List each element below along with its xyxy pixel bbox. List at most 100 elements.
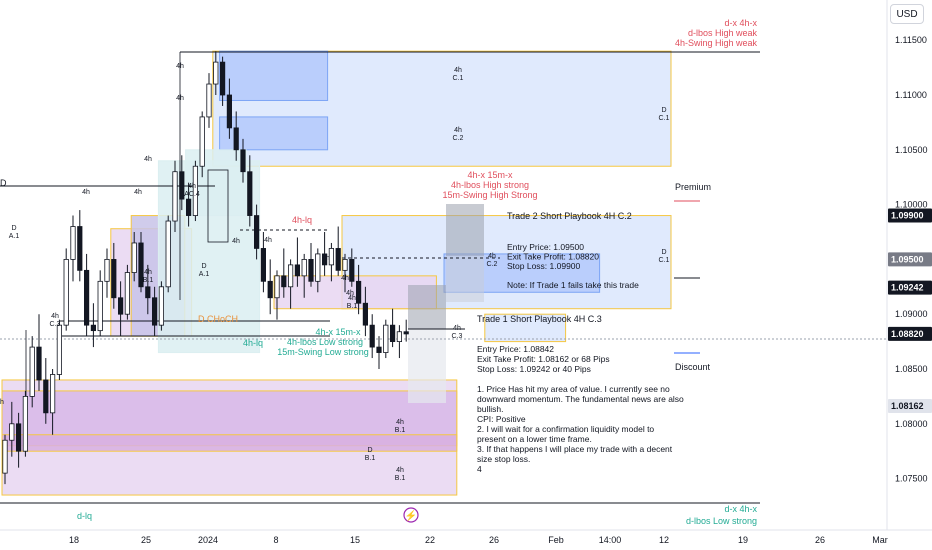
price-tag-label: 1.09500	[891, 254, 924, 264]
y-tick-label: 1.10000	[895, 200, 928, 210]
small-label: 4h	[176, 63, 184, 70]
zone-label: D	[11, 225, 16, 232]
candle-body	[403, 331, 409, 335]
price-tag-label: 1.09900	[891, 211, 924, 221]
zone-label: C.1	[453, 75, 464, 82]
price-tag-label: 1.08820	[891, 329, 924, 339]
zone-label: B.1	[365, 455, 376, 462]
trade1-line: 2. I will wait for a confirmation liquid…	[477, 424, 654, 434]
x-tick-label: 8	[273, 535, 278, 545]
candles-layer	[2, 51, 409, 485]
candle-body	[369, 324, 375, 348]
annotation-text: 4h-lq	[243, 338, 263, 348]
zone-label: 4h	[396, 467, 404, 474]
candle-body	[199, 116, 205, 167]
candle-body	[43, 379, 49, 414]
candle-body	[84, 269, 90, 326]
order-block-zone	[484, 313, 567, 343]
x-tick-label: Feb	[548, 535, 564, 545]
lightning-icon[interactable]	[403, 507, 419, 523]
candle-body	[213, 61, 219, 85]
small-label: 4h	[134, 189, 142, 196]
zones-layer	[1, 50, 672, 496]
candle-body	[267, 280, 273, 299]
x-tick-label: 12	[659, 535, 669, 545]
trade1-line: Stop Loss: 1.09242 or 40 Pips	[477, 364, 591, 374]
candle-body	[2, 439, 8, 474]
candle-body	[349, 258, 355, 282]
trade2-title: Trade 2 Short Playbook 4H C.2	[507, 211, 632, 221]
trade1-line: Exit Take Profit: 1.08162 or 68 Pips	[477, 354, 610, 364]
zone-label: 4h	[454, 127, 462, 134]
trade1-line: size stop loss.	[477, 454, 530, 464]
annotation-text: 4h-lbos Low strong	[287, 337, 363, 347]
candle-body	[206, 83, 212, 118]
zone-label: C.2	[453, 135, 464, 142]
zone-label: 4h	[488, 253, 496, 260]
candle-body	[90, 324, 96, 332]
zone-label: A.1	[199, 271, 210, 278]
candle-body	[124, 272, 130, 315]
candle-body	[165, 220, 171, 288]
candle-body	[253, 215, 260, 249]
currency-button[interactable]: USD	[890, 4, 924, 24]
annotation-text: d-x 4h-x	[724, 18, 757, 28]
candle-body	[233, 127, 239, 151]
lightning-icon: ⚡	[405, 509, 417, 522]
candle-body	[247, 171, 253, 216]
price-tag	[888, 280, 932, 295]
y-tick-label: 1.08500	[895, 364, 928, 374]
zone-label: D	[201, 263, 206, 270]
zone-label: 4h	[396, 419, 404, 426]
y-tick-label: 1.07500	[895, 474, 928, 484]
candle-body	[240, 149, 246, 173]
candle-body	[179, 171, 185, 200]
zone-label: C.2	[487, 261, 498, 268]
small-label: 4h	[144, 156, 152, 163]
candle-body	[328, 248, 335, 266]
price-tag	[888, 399, 932, 414]
annotation-text: D CHoCH	[198, 314, 238, 324]
candle-body	[22, 395, 29, 452]
zone-label: C.3	[50, 321, 61, 328]
candle-body	[151, 297, 158, 326]
annotation-text: 4h-lbos High strong	[451, 180, 529, 190]
zone-label: C.3	[452, 333, 463, 340]
candle-body	[50, 374, 56, 414]
trade1-line: 4	[477, 464, 482, 474]
trade1-line: 1. Price Has hit my area of value. I cur…	[477, 384, 670, 394]
trade1-line: Entry Price: 1.08842	[477, 344, 554, 354]
zone-label: A.1	[9, 233, 20, 240]
zone-label: 4h	[348, 295, 356, 302]
annotation-text: d-lq	[77, 511, 92, 521]
candle-body	[281, 275, 287, 288]
annotation-text: 15m-Swing High Strong	[442, 190, 537, 200]
annotation-text: 15m-Swing Low strong	[277, 347, 369, 357]
annotation-text: D	[0, 178, 7, 188]
candle-body	[15, 423, 22, 452]
x-tick-label: 19	[738, 535, 748, 545]
order-block-zone	[219, 50, 329, 101]
x-tick-label: 26	[815, 535, 825, 545]
zone-label: D	[367, 447, 372, 454]
candle-body	[376, 346, 382, 353]
x-tick-label: 15	[350, 535, 360, 545]
candle-body	[158, 286, 164, 326]
candle-body	[77, 226, 83, 271]
price-tag	[888, 326, 932, 341]
x-tick-label: 22	[425, 535, 435, 545]
zone-label: AC.4	[184, 191, 200, 198]
time-axis[interactable]: 18 25 2024 8 15 22 26 Feb 14:00 12 19 26 Mar	[0, 529, 932, 545]
candle-body	[138, 242, 144, 288]
candle-body	[185, 198, 192, 216]
trade1-line: 3. If that happens I will place my trade…	[477, 444, 673, 454]
small-label: 4h	[176, 95, 184, 102]
candle-body	[308, 258, 314, 282]
price-tag	[888, 252, 932, 267]
take-profit-zone	[408, 329, 446, 403]
trade2-line: Stop Loss: 1.09900	[507, 261, 581, 271]
zone-label: D	[661, 249, 666, 256]
small-label: 4h	[341, 275, 349, 282]
